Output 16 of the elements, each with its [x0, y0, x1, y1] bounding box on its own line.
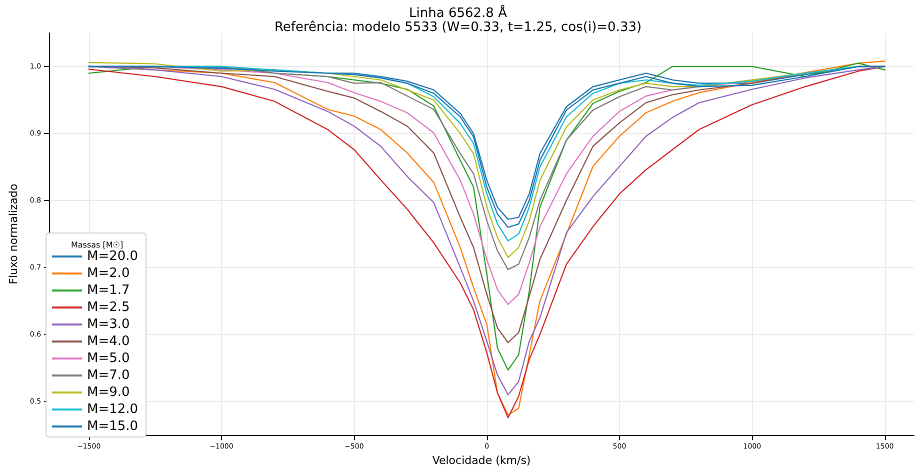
legend-label: M=2.0: [87, 266, 130, 281]
chart-subtitle: Referência: modelo 5533 (W=0.33, t=1.25, cos(i)=0.33): [274, 20, 642, 35]
legend-label: M=2.5: [87, 300, 130, 315]
legend-label: M=4.0: [87, 334, 130, 349]
x-axis-title: Velocidade (km/s): [432, 454, 531, 467]
legend-label: M=12.0: [87, 402, 138, 417]
legend-label: M=7.0: [87, 368, 130, 383]
legend-label: M=5.0: [87, 351, 130, 366]
y-axis-title: Fluxo normalizado: [7, 184, 20, 284]
legend-label: M=3.0: [87, 317, 130, 332]
legend-title: Massas [M☉]: [71, 240, 124, 250]
legend-label: M=9.0: [87, 385, 130, 400]
legend-label: M=20.0: [87, 249, 138, 264]
legend-label: M=15.0: [87, 419, 138, 434]
chart-title: Linha 6562.8 Å: [409, 4, 508, 21]
legend-label: M=1.7: [87, 283, 130, 298]
